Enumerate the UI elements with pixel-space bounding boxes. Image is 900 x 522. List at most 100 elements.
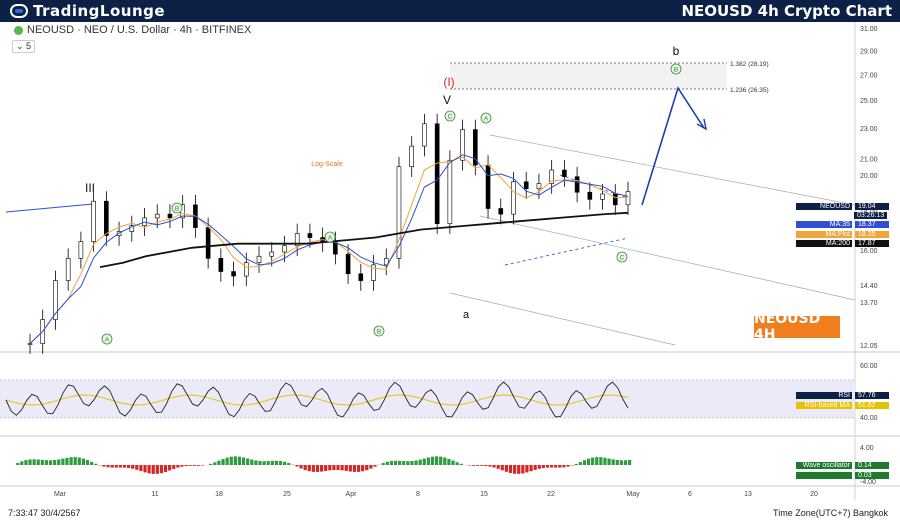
- trend-line: [5, 203, 94, 213]
- osc-bar: [126, 465, 131, 468]
- osc-bar: [44, 460, 49, 465]
- symbol-info[interactable]: NEOUSD · NEO / U.S. Dollar · 4h · BITFIN…: [14, 24, 251, 36]
- tag-label: [796, 472, 852, 479]
- fib-zone: [450, 63, 727, 89]
- osc-bar: [488, 465, 492, 467]
- osc-bar: [225, 457, 229, 465]
- osc-bar: [545, 465, 550, 468]
- price-candle-body: [460, 129, 465, 161]
- time-axis-label: Apr: [346, 491, 358, 498]
- price-candle-body: [549, 169, 554, 184]
- time-axis-label: 8: [416, 491, 420, 498]
- price-axis-label: 20.00: [860, 173, 878, 180]
- price-candle-body: [27, 343, 33, 345]
- osc-bar: [287, 462, 291, 465]
- price-candle-body: [473, 129, 478, 166]
- price-candle-body: [129, 225, 135, 232]
- tag-label: NEOUSD: [796, 203, 852, 210]
- price-candle-body: [282, 245, 287, 253]
- osc-bar: [603, 457, 607, 465]
- osc-bar: [151, 465, 155, 474]
- osc-bar: [73, 457, 77, 465]
- circled-wave-label: C: [620, 255, 625, 262]
- osc-bar: [426, 457, 430, 465]
- circled-wave-marker: [324, 231, 336, 243]
- fib-label: 1.236 (26.35): [730, 87, 769, 94]
- osc-bar: [369, 465, 373, 469]
- price-candle-body: [383, 258, 389, 266]
- osc-bar: [471, 465, 476, 466]
- trend-channel-line: [479, 215, 856, 301]
- osc-bar: [237, 456, 242, 465]
- osc-bar: [476, 465, 480, 466]
- osc-bar: [40, 459, 44, 465]
- osc-bar: [492, 465, 496, 468]
- osc-bar: [320, 465, 324, 472]
- osc-bar: [599, 457, 603, 465]
- osc-bar: [430, 456, 435, 465]
- price-candle-body: [600, 193, 605, 200]
- osc-bar: [114, 465, 118, 468]
- osc-bar: [28, 459, 32, 465]
- osc-bar: [554, 465, 558, 468]
- price-candle-body: [243, 262, 249, 277]
- price-candle-body: [574, 176, 580, 193]
- rsi-ma-line: [5, 394, 629, 406]
- price-candle-body: [256, 255, 262, 264]
- footer-timezone[interactable]: Time Zone(UTC+7) Bangkok: [773, 508, 888, 518]
- price-candle-body: [562, 169, 567, 178]
- projection-arrow: [641, 86, 705, 206]
- osc-bar: [521, 465, 525, 474]
- tag-value: 19.04: [855, 203, 889, 210]
- osc-bar: [414, 460, 418, 465]
- trend-channel-line: [489, 134, 856, 206]
- tag-label: MA:35: [796, 221, 852, 228]
- osc-bar: [422, 458, 426, 465]
- osc-bar: [328, 465, 332, 471]
- osc-bar: [525, 465, 529, 473]
- osc-bar: [221, 458, 225, 465]
- price-axis-label: 21.00: [860, 157, 878, 164]
- osc-bar: [595, 457, 599, 465]
- osc-bar: [591, 457, 595, 465]
- price-axis-label: 27.00: [860, 72, 878, 79]
- brand-logo[interactable]: TradingLounge: [10, 2, 165, 20]
- tag-label: RSI-based MA: [796, 402, 852, 409]
- price-tag: MA:35 18.37: [796, 221, 889, 228]
- osc-bar: [340, 465, 344, 471]
- time-axis-label: 22: [547, 491, 555, 498]
- osc-bar: [184, 465, 188, 467]
- price-axis-label: 23.00: [860, 126, 878, 133]
- osc-bar: [172, 465, 176, 469]
- price-candle-body: [269, 251, 275, 257]
- time-axis-label: 6: [688, 491, 692, 498]
- price-candle-body: [345, 253, 351, 275]
- osc-bar: [389, 461, 394, 465]
- trend-channel-line: [449, 292, 676, 346]
- osc-bar: [455, 462, 459, 465]
- osc-bar: [508, 465, 513, 474]
- price-candle-body: [104, 200, 109, 236]
- osc-bar: [356, 465, 361, 472]
- tag-value: 0.14: [855, 462, 889, 469]
- brand-name: TradingLounge: [33, 2, 166, 20]
- osc-bar: [254, 460, 258, 465]
- osc-bar: [110, 465, 114, 468]
- osc-bar: [303, 465, 307, 471]
- page-title: NEOUSD 4h Crypto Chart: [681, 2, 892, 20]
- price-candle-body: [205, 227, 211, 259]
- osc-axis-label: 4.00: [860, 445, 874, 452]
- price-candle-body: [511, 181, 516, 215]
- fib-label: 1.382 (28.19): [730, 61, 769, 68]
- osc-bar: [336, 465, 340, 471]
- price-candle-body: [78, 241, 84, 259]
- time-axis-label: 13: [744, 491, 752, 498]
- price-candle-body: [434, 123, 440, 224]
- time-axis-label: 20: [810, 491, 818, 498]
- circled-wave-label: B: [674, 67, 678, 74]
- osc-bar: [623, 460, 628, 465]
- indicator-collapse-button[interactable]: ⌄ 5: [12, 40, 36, 53]
- price-axis-label: 14.40: [860, 283, 878, 290]
- price-candle-body: [498, 208, 504, 215]
